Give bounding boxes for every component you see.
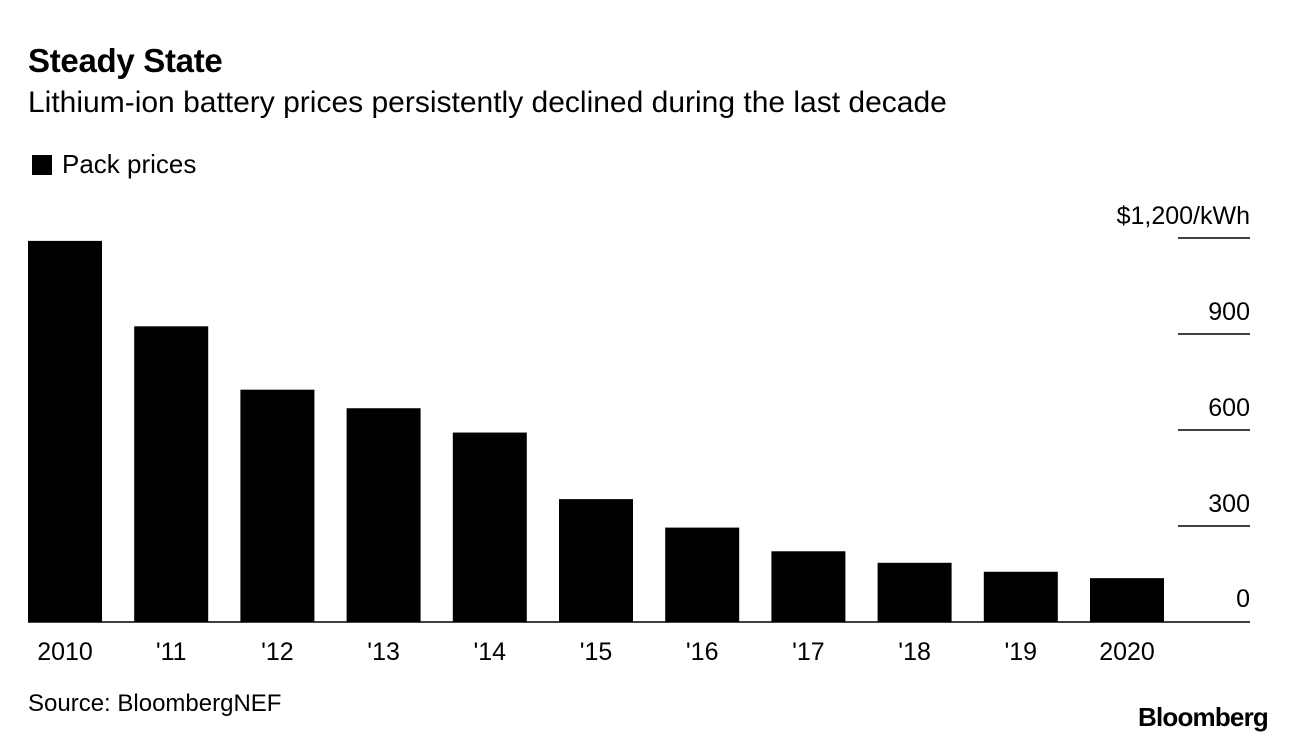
bar-chart: 0 300 600 900 $1,200/kWh 2010 '11 '12 '13 '14 '15 '… bbox=[28, 202, 1250, 666]
x-tick-label: '11 bbox=[156, 638, 187, 666]
x-tick-label: '15 bbox=[580, 638, 613, 666]
x-tick-label: '16 bbox=[686, 638, 719, 666]
bar bbox=[240, 389, 315, 622]
x-tick-label: '14 bbox=[474, 638, 507, 666]
chart-subtitle: Lithium-ion battery prices persistently … bbox=[28, 86, 947, 119]
bar bbox=[28, 240, 102, 622]
x-tick-label: 2010 bbox=[37, 638, 93, 666]
x-tick-label: '18 bbox=[898, 638, 931, 666]
bar bbox=[771, 551, 846, 622]
bar bbox=[134, 326, 209, 622]
bar bbox=[559, 499, 633, 622]
y-tick-label: 0 bbox=[1236, 585, 1250, 613]
bloomberg-logo: Bloomberg bbox=[1137, 702, 1269, 732]
x-tick-label: '13 bbox=[367, 638, 400, 666]
x-tick-label: '17 bbox=[792, 638, 825, 666]
bar bbox=[665, 527, 740, 622]
legend-label-pack-prices: Pack prices bbox=[62, 149, 197, 179]
y-tick-label: 900 bbox=[1208, 298, 1250, 326]
legend-swatch-pack-prices bbox=[32, 154, 52, 175]
bar bbox=[983, 571, 1058, 622]
y-tick-label: 300 bbox=[1208, 490, 1250, 518]
y-tick-label: 600 bbox=[1208, 394, 1250, 422]
source-note: Source: BloombergNEF bbox=[28, 690, 282, 717]
bar bbox=[877, 562, 952, 622]
chart-title: Steady State bbox=[28, 42, 223, 79]
legend: Pack prices bbox=[32, 149, 196, 180]
bar bbox=[452, 432, 527, 622]
x-tick-label: '19 bbox=[1005, 638, 1038, 666]
x-tick-label: 2020 bbox=[1099, 638, 1155, 666]
bar bbox=[346, 408, 421, 622]
x-tick-label: '12 bbox=[261, 638, 294, 666]
bar bbox=[1090, 578, 1164, 622]
y-tick-label: $1,200/kWh bbox=[1117, 202, 1250, 230]
